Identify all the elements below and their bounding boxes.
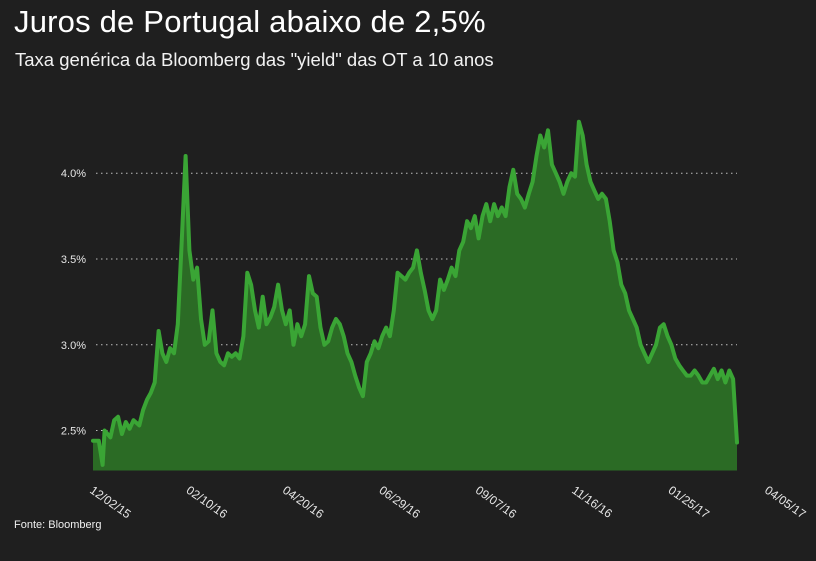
- x-tick-label: 02/10/16: [184, 483, 231, 521]
- x-tick-label: 04/20/16: [280, 483, 327, 521]
- chart-subtitle: Taxa genérica da Bloomberg das "yield" d…: [15, 49, 494, 70]
- y-tick-label: 3.0%: [61, 340, 86, 352]
- x-tick-label: 01/25/17: [666, 483, 713, 521]
- x-tick-label: 12/02/15: [87, 483, 134, 521]
- source-note: Fonte: Bloomberg: [14, 519, 102, 531]
- x-tick-label: 04/05/17: [762, 483, 809, 521]
- chart-title: Juros de Portugal abaixo de 2,5%: [14, 4, 486, 39]
- x-tick-label: 11/16/16: [569, 483, 615, 521]
- y-axis-ticks: 2.5% 3.0% 3.5% 4.0%: [61, 168, 86, 437]
- y-tick-label: 3.5%: [61, 254, 86, 266]
- y-tick-label: 2.5%: [61, 426, 86, 438]
- y-tick-label: 4.0%: [61, 168, 86, 180]
- series-line: [91, 119, 739, 467]
- series-area: [91, 119, 739, 471]
- x-tick-label: 06/29/16: [376, 483, 423, 521]
- x-axis-ticks: 12/02/15 02/10/16 04/20/16 06/29/16 09/07/16…: [87, 483, 809, 521]
- x-tick-label: 09/07/16: [473, 483, 520, 521]
- series-fill: [93, 121, 737, 470]
